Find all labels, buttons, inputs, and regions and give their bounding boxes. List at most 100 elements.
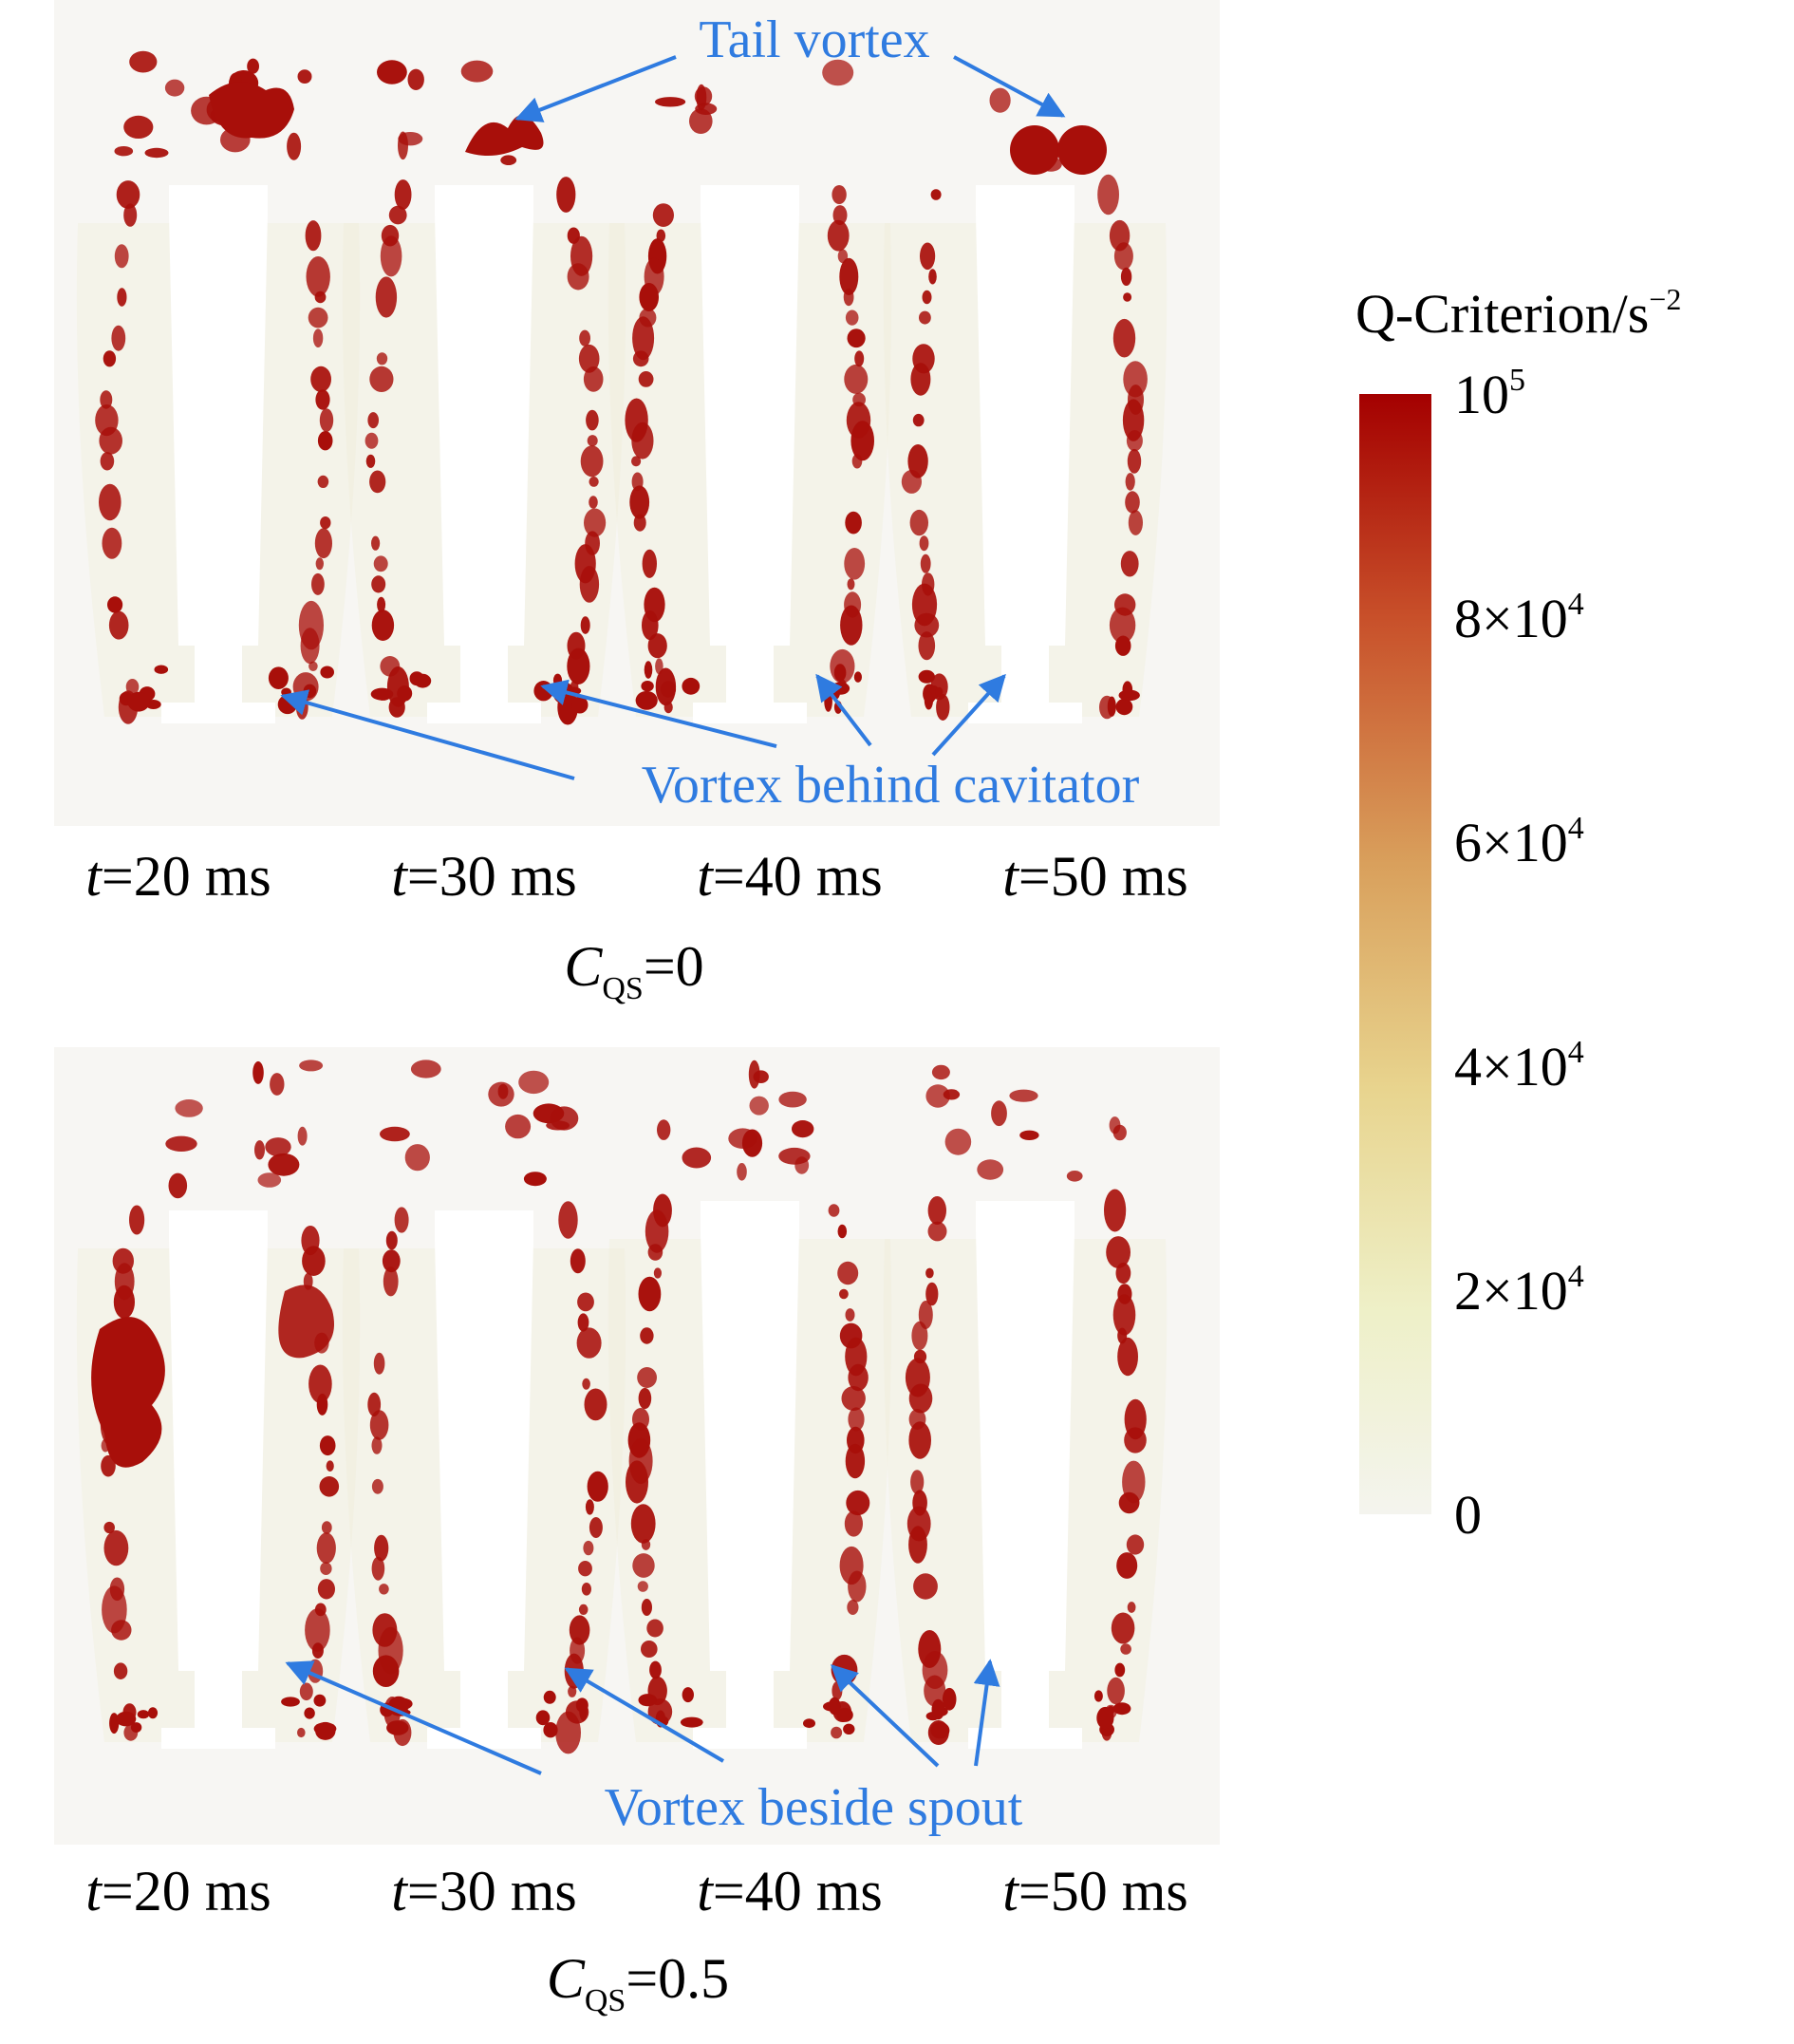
cavitator-arrow-3 [815, 673, 872, 747]
vortex-blob [633, 514, 646, 532]
vortex-blobs [95, 50, 335, 724]
bottom-body-4 [883, 1064, 1168, 1749]
vortex-blob [100, 390, 113, 409]
vortex-blob [371, 609, 395, 641]
cavitator-plate [968, 1728, 1082, 1749]
vortex-blob [116, 1711, 137, 1727]
vortex-blob [837, 1261, 859, 1285]
vortex-blob [568, 1685, 577, 1697]
vortex-blob [645, 1210, 669, 1253]
vortex-blob [398, 131, 408, 160]
vortex-blob [920, 242, 936, 271]
vortex-blob [1122, 681, 1133, 698]
vortex-blob [500, 155, 517, 165]
vortex-blob [380, 235, 402, 277]
vortex-blob [912, 413, 925, 427]
vortex-blob [927, 1196, 946, 1225]
vortex-blob [794, 1156, 810, 1174]
vortex-blob [1120, 1643, 1131, 1655]
vortex-blob [1120, 267, 1132, 286]
vortex-blobs [901, 87, 1148, 721]
vortex-blob [304, 1707, 315, 1719]
vortex-blob [640, 1327, 654, 1344]
vortex-blob [1128, 510, 1143, 535]
vortex-blob [107, 596, 123, 613]
vortex-blob [1107, 696, 1116, 717]
vortex-blob [297, 1126, 308, 1146]
vortex-blob [154, 665, 169, 674]
annotation-arrows [280, 55, 1066, 1775]
vortex-blob [268, 1153, 300, 1176]
vortex-blob [1112, 1124, 1127, 1141]
vortex-blob [533, 681, 553, 702]
vortex-blob [1120, 551, 1139, 577]
colorbar-tick-label: 4×104 [1454, 1035, 1584, 1097]
bottom-panel [54, 1047, 1220, 1845]
vortex-blob [394, 179, 412, 210]
vortex-blob [265, 1137, 291, 1157]
vortex-blob [578, 1603, 589, 1615]
vortex-blob [165, 1135, 197, 1153]
vortex-blob [321, 1521, 332, 1534]
vortex-blob [577, 1313, 589, 1332]
spout-arrow-3 [830, 1664, 940, 1768]
bottom-time-label-2: t=30 ms [391, 1860, 577, 1922]
cavitator-plate [427, 1728, 541, 1749]
vortex-blob [369, 1410, 389, 1440]
vortex-blob [314, 528, 332, 559]
vortex-blob [317, 431, 333, 451]
vortex-blob [550, 1106, 579, 1131]
vortex-blob [579, 1700, 588, 1721]
top-time-labels: t=20 ms t=30 ms t=40 ms t=50 ms [85, 845, 1188, 908]
vortex-blob [314, 291, 327, 304]
vortex-blob [822, 59, 854, 86]
vortex-blob [587, 435, 598, 447]
cavitator-plate [693, 1728, 807, 1749]
vortex-blob [629, 485, 650, 519]
vortex-blob [375, 276, 398, 318]
vortex-blob [632, 316, 655, 361]
vortex-blob [853, 671, 863, 683]
vortex-blob [580, 445, 604, 478]
vortex-blob [989, 87, 1011, 113]
vortex-blob [847, 1600, 859, 1615]
vortex-blob [577, 1292, 594, 1312]
vortex-blob [581, 1583, 592, 1596]
cavitator-arrow-4 [931, 673, 1006, 757]
bottom-body-2 [342, 1060, 626, 1754]
cavitator-stem [195, 641, 242, 707]
vortex-blob [737, 1163, 747, 1181]
vortex-blob [364, 432, 379, 449]
vortex-blob [254, 1140, 265, 1160]
vortex-blob [586, 409, 599, 431]
vortex-blob [382, 1249, 401, 1273]
vortex-blob [630, 1504, 656, 1544]
vortex-blob [792, 1120, 814, 1138]
vortex-blob [383, 1266, 399, 1297]
vortex-blob [1112, 1702, 1131, 1716]
vortex-blob [913, 1573, 938, 1600]
vortex-blob [497, 1083, 509, 1099]
vortex-blob [845, 1443, 866, 1479]
vortex-blob [270, 1073, 285, 1096]
vortex-blob [1114, 1662, 1126, 1678]
vortex-blob [848, 1570, 867, 1603]
vortex-blob [832, 205, 848, 226]
vortex-blob [1114, 635, 1131, 656]
vortex-blob [111, 325, 126, 351]
vortex-blob [850, 421, 874, 461]
vortex-blob [641, 1599, 653, 1616]
vortex-blob [1107, 1677, 1125, 1705]
vortex-blob [1123, 292, 1132, 302]
vortex-blob [410, 1060, 441, 1078]
vortex-blob [578, 1561, 592, 1577]
vortex-blob [310, 366, 331, 392]
vortex-blob [1125, 473, 1135, 491]
vortex-blob [589, 496, 598, 509]
cavitator-stem [1001, 1666, 1049, 1733]
vortex-blob [305, 220, 322, 252]
projectile-body [701, 1201, 799, 1671]
vortex-blob [914, 612, 940, 638]
tail-vortex-arrow-left [514, 55, 677, 122]
